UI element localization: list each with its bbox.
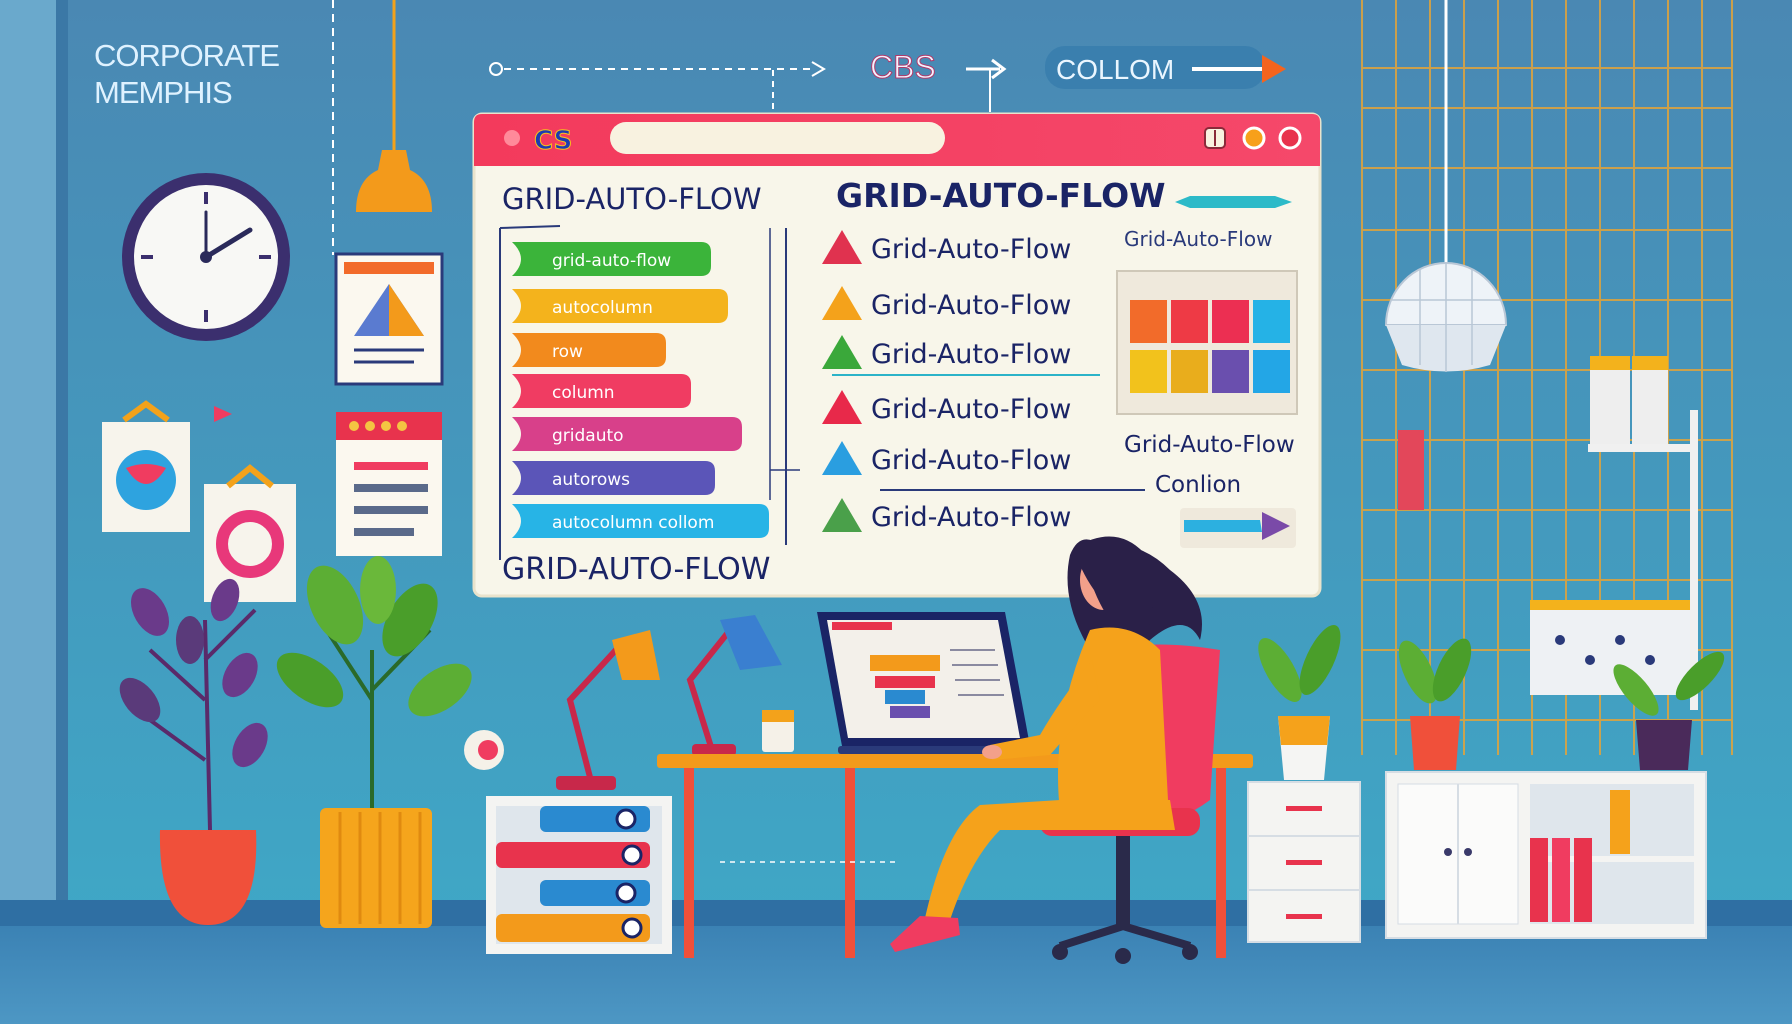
- triangle-icon: [822, 230, 862, 264]
- small-plant: [1258, 625, 1341, 780]
- window-dot-icon[interactable]: [504, 130, 520, 146]
- collom-pill: [1045, 46, 1265, 89]
- bar-shape: [512, 242, 711, 276]
- browser-window: CS GRID-AUTO-FLOW GRID-AUTO-FLOW grid-au…: [472, 112, 1322, 598]
- collom-label: COLLOM: [1056, 54, 1174, 85]
- binder-shelf: [486, 796, 672, 954]
- bar-item[interactable]: row: [512, 333, 666, 367]
- list-item[interactable]: Grid-Auto-Flow: [822, 230, 1071, 265]
- heading-right: GRID-AUTO-FLOW: [836, 176, 1166, 215]
- grid-cell: [1212, 350, 1249, 393]
- bar-shape: [512, 333, 666, 367]
- item-list: Grid-Auto-Flow Grid-Auto-Flow Grid-Auto-Fl…: [822, 230, 1071, 533]
- bar-shape: [512, 289, 728, 323]
- poster-triangle: [334, 252, 444, 386]
- triangle-icon: [822, 335, 862, 369]
- cbs-label: CBS: [870, 49, 936, 85]
- list-item[interactable]: Grid-Auto-Flow: [822, 390, 1071, 425]
- start-node-icon: [489, 62, 503, 76]
- side-label-top: Grid-Auto-Flow: [1124, 227, 1272, 251]
- heading-left: GRID-AUTO-FLOW: [502, 182, 762, 216]
- bar-item[interactable]: grid-auto-flow: [512, 242, 711, 276]
- list-item-label: Grid-Auto-Flow: [871, 502, 1071, 533]
- wall-clock-icon: [122, 173, 290, 341]
- woman-at-laptop: [890, 536, 1202, 952]
- bar-item[interactable]: gridauto: [512, 417, 742, 451]
- bar-shape: [512, 504, 769, 538]
- bar-shape: [512, 461, 715, 495]
- top-flow-diagram: CBS COLLOM: [489, 46, 1286, 89]
- grid-cell: [1171, 350, 1208, 393]
- wall-sign-line1: CORPORATE: [94, 38, 279, 73]
- desk-lamp: [556, 615, 782, 790]
- small-arrow-icon: [214, 406, 232, 422]
- bar-label: row: [552, 342, 583, 362]
- list-item-label: Grid-Auto-Flow: [871, 290, 1071, 321]
- close-button[interactable]: [1278, 126, 1302, 150]
- wall-shelf: [1398, 356, 1698, 710]
- triangle-icon: [822, 441, 862, 475]
- bar-item[interactable]: autocolumn collom: [512, 504, 769, 538]
- grid-cell: [1130, 300, 1167, 343]
- arrow-icon: [966, 58, 1007, 80]
- triangle-icon: [822, 286, 862, 320]
- grid-cell: [1130, 350, 1167, 393]
- bar-shape: [512, 417, 742, 451]
- pendant-lamp: [356, 150, 432, 212]
- list-item[interactable]: Grid-Auto-Flow: [822, 335, 1071, 370]
- grid-cell: [1253, 350, 1290, 393]
- grid-cell: [1171, 300, 1208, 343]
- bar-label: autorows: [552, 470, 630, 490]
- list-item-label: Grid-Auto-Flow: [871, 234, 1071, 265]
- bar-list: grid-auto-flow autocolumn row column gridaut…: [512, 242, 769, 538]
- bar-label: column: [552, 383, 615, 403]
- list-item-label: Grid-Auto-Flow: [871, 394, 1071, 425]
- drawer-cabinet: [1247, 781, 1361, 943]
- browser-logo: CS: [534, 126, 572, 156]
- purple-plant: [119, 578, 268, 925]
- sideboard: [1385, 771, 1707, 939]
- address-bar[interactable]: [610, 122, 945, 154]
- laptop: [817, 612, 1038, 754]
- heading-bottom: GRID-AUTO-FLOW: [502, 552, 770, 587]
- green-plant: [276, 556, 472, 928]
- bar-item[interactable]: column: [512, 374, 691, 408]
- bar-item[interactable]: autorows: [512, 461, 715, 495]
- list-item[interactable]: Grid-Auto-Flow: [822, 441, 1071, 476]
- globe-pendant-lamp: [1384, 262, 1508, 372]
- poster-list: [336, 412, 442, 556]
- poster-heart: [102, 400, 190, 532]
- potted-plants-right: [1398, 638, 1725, 770]
- bar-shape: [512, 374, 691, 408]
- minimize-button[interactable]: [1242, 126, 1266, 150]
- list-item[interactable]: Grid-Auto-Flow: [822, 498, 1071, 533]
- wall-sign: CORPORATE MEMPHIS: [94, 38, 280, 110]
- bar-label: autocolumn collom: [552, 513, 714, 533]
- poster-ring: [204, 464, 296, 602]
- list-item-label: Grid-Auto-Flow: [871, 445, 1071, 476]
- bar-label: gridauto: [552, 426, 624, 446]
- list-item-label: Grid-Auto-Flow: [871, 339, 1071, 370]
- arrow-right-icon: [1184, 520, 1262, 532]
- list-item[interactable]: Grid-Auto-Flow: [822, 286, 1071, 321]
- side-label-bottom: Conlion: [1155, 472, 1241, 498]
- bar-label: grid-auto-flow: [552, 251, 671, 271]
- arrow-icon: [811, 61, 826, 77]
- wall-sign-line2: MEMPHIS: [94, 75, 232, 110]
- grid-cell: [1212, 300, 1249, 343]
- grid-preview-cells: [1130, 300, 1290, 393]
- bar-item[interactable]: autocolumn: [512, 289, 728, 323]
- double-arrow-icon: [1175, 196, 1292, 208]
- triangle-icon: [822, 498, 862, 532]
- bar-label: autocolumn: [552, 298, 653, 318]
- side-label-mid: Grid-Auto-Flow: [1124, 432, 1295, 458]
- grid-cell: [1253, 300, 1290, 343]
- triangle-icon: [822, 390, 862, 424]
